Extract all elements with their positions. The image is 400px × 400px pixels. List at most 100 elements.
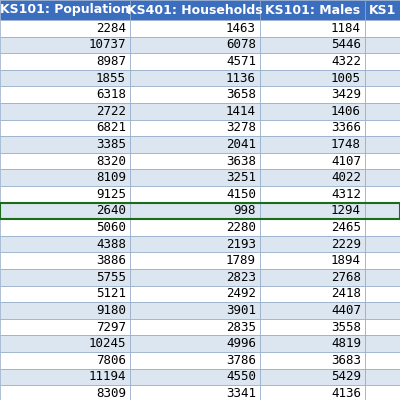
Bar [130,352,260,369]
Bar [0,86,130,103]
Text: 4022: 4022 [331,171,361,184]
Text: 8309: 8309 [96,387,126,400]
Bar [365,103,400,120]
Text: 6821: 6821 [96,122,126,134]
Text: 3658: 3658 [226,88,256,101]
Bar [0,20,130,37]
Text: 3429: 3429 [331,88,361,101]
Text: 2768: 2768 [331,271,361,284]
Bar [0,136,130,153]
Bar [260,37,365,53]
Text: 4407: 4407 [331,304,361,317]
Text: 4322: 4322 [331,55,361,68]
Bar [260,319,365,335]
Text: 4136: 4136 [331,387,361,400]
Bar [0,335,130,352]
Text: KS401: Households: KS401: Households [127,4,263,16]
Bar [365,153,400,170]
Text: 10737: 10737 [88,38,126,52]
Bar [130,335,260,352]
Bar [0,269,130,286]
Bar [130,20,260,37]
Bar [260,0,365,20]
Text: 1406: 1406 [331,105,361,118]
Bar [130,86,260,103]
Text: 3558: 3558 [331,321,361,334]
Text: 1136: 1136 [226,72,256,85]
Bar [0,352,130,369]
Bar [365,369,400,385]
Bar [0,302,130,319]
Bar [0,53,130,70]
Bar [130,286,260,302]
Bar [260,203,365,219]
Bar [130,269,260,286]
Text: 2280: 2280 [226,221,256,234]
Text: 2640: 2640 [96,204,126,218]
Text: 2193: 2193 [226,238,256,250]
Bar [130,0,260,20]
Bar [0,203,400,219]
Bar [0,37,130,53]
Bar [130,53,260,70]
Text: 4312: 4312 [331,188,361,201]
Bar [130,186,260,202]
Text: 7806: 7806 [96,354,126,367]
Bar [0,103,130,120]
Text: 4571: 4571 [226,55,256,68]
Bar [130,203,260,219]
Bar [365,20,400,37]
Text: 4996: 4996 [226,337,256,350]
Text: 5429: 5429 [331,370,361,383]
Text: 3251: 3251 [226,171,256,184]
Text: 998: 998 [234,204,256,218]
Bar [260,236,365,252]
Bar [130,153,260,170]
Text: 1855: 1855 [96,72,126,85]
Bar [130,385,260,400]
Bar [0,286,130,302]
Bar [365,203,400,219]
Bar [130,170,260,186]
Text: 1184: 1184 [331,22,361,35]
Bar [365,236,400,252]
Text: 2229: 2229 [331,238,361,250]
Bar [260,86,365,103]
Bar [365,0,400,20]
Text: 8320: 8320 [96,155,126,168]
Bar [130,136,260,153]
Text: 1005: 1005 [331,72,361,85]
Text: 5060: 5060 [96,221,126,234]
Text: 1294: 1294 [331,204,361,218]
Bar [130,37,260,53]
Bar [0,252,130,269]
Text: 9125: 9125 [96,188,126,201]
Bar [365,286,400,302]
Text: 6078: 6078 [226,38,256,52]
Bar [260,20,365,37]
Bar [365,269,400,286]
Bar [365,302,400,319]
Text: 7297: 7297 [96,321,126,334]
Bar [260,302,365,319]
Text: 4150: 4150 [226,188,256,201]
Bar [365,70,400,86]
Text: KS101: Population: KS101: Population [0,4,130,16]
Bar [0,236,130,252]
Bar [365,319,400,335]
Text: 2492: 2492 [226,287,256,300]
Bar [365,252,400,269]
Text: 10245: 10245 [88,337,126,350]
Text: 2284: 2284 [96,22,126,35]
Text: 2823: 2823 [226,271,256,284]
Text: 9180: 9180 [96,304,126,317]
Bar [130,369,260,385]
Bar [0,385,130,400]
Bar [260,335,365,352]
Text: KS101: Males: KS101: Males [265,4,360,16]
Text: 2418: 2418 [331,287,361,300]
Bar [260,269,365,286]
Bar [260,369,365,385]
Bar [365,136,400,153]
Bar [260,286,365,302]
